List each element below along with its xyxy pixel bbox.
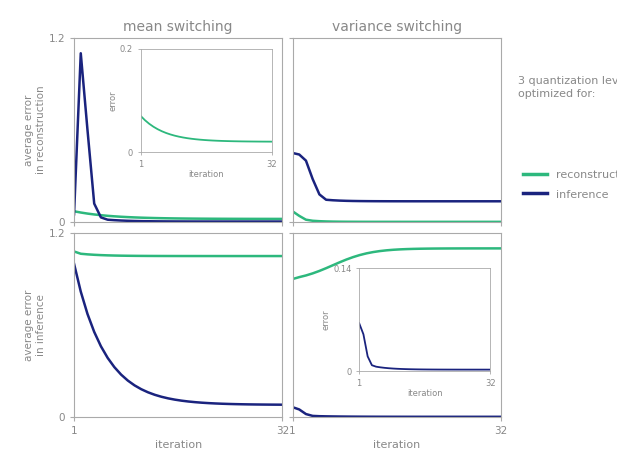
X-axis label: iteration: iteration: [155, 440, 202, 450]
Legend: reconstruction, inference: reconstruction, inference: [518, 165, 617, 204]
Y-axis label: average error
in inference: average error in inference: [24, 290, 46, 361]
Text: 3 quantization levels
optimized for:: 3 quantization levels optimized for:: [518, 76, 617, 99]
Y-axis label: average error
in reconstruction: average error in reconstruction: [24, 86, 46, 174]
Title: variance switching: variance switching: [331, 20, 462, 34]
X-axis label: iteration: iteration: [373, 440, 420, 450]
Title: mean switching: mean switching: [123, 20, 233, 34]
